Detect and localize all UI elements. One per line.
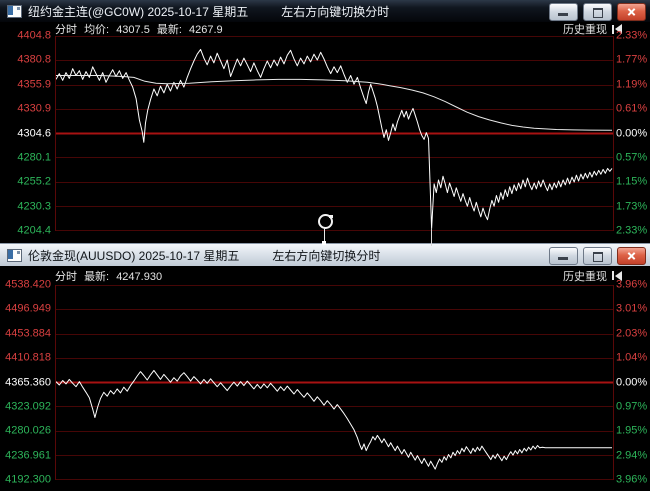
- axis-label: 4538.420: [5, 278, 51, 291]
- axis-label: 1.15%: [616, 175, 648, 188]
- axis-label: 3.96%: [616, 278, 648, 291]
- close-button[interactable]: [617, 247, 646, 265]
- minimize-icon: [558, 257, 568, 260]
- axis-label: 1.04%: [616, 351, 648, 364]
- skip-to-start-icon: [612, 270, 622, 281]
- axis-label: 0.00%: [616, 376, 648, 388]
- titlebar[interactable]: 纽约金主连(@GC0W) 2025-10-17 星期五 左右方向键切换分时: [0, 0, 650, 22]
- axis-label: 4236.961: [5, 449, 51, 462]
- app-window-icon: [7, 4, 22, 18]
- price-axis: 4404.8 4380.8 4355.9 4330.9 4304.6 4280.1 4255…: [0, 30, 51, 236]
- axis-label: 4453.884: [5, 327, 51, 340]
- intraday-chart[interactable]: [55, 36, 614, 231]
- skip-to-start-icon: [612, 24, 622, 34]
- last-label: 最新:: [84, 270, 110, 283]
- axis-label: 0.61%: [616, 102, 648, 115]
- titlebar[interactable]: 伦敦金现(AUUSDO) 2025-10-17 星期五 左右方向键切换分时: [0, 243, 650, 266]
- axis-label: 4323.092: [5, 400, 51, 413]
- axis-label: 4304.6: [17, 127, 51, 139]
- axis-label: 4230.3: [17, 200, 51, 213]
- window-title: 纽约金主连(@GC0W) 2025-10-17 星期五: [28, 4, 249, 19]
- last-value: 4267.9: [189, 24, 223, 36]
- last-value: 4247.930: [116, 270, 163, 283]
- axis-label: 2.33%: [616, 29, 648, 42]
- maximize-button[interactable]: [583, 247, 612, 265]
- axis-label: 4192.300: [5, 473, 51, 486]
- avg-label: 均价:: [84, 24, 110, 36]
- axis-label: 4355.9: [17, 78, 51, 91]
- close-button[interactable]: [617, 3, 646, 21]
- axis-label: 1.73%: [616, 200, 648, 213]
- maximize-icon: [593, 252, 603, 262]
- minimize-button[interactable]: [549, 247, 578, 265]
- percent-axis: 2.33% 1.77% 1.19% 0.61% 0.00% 0.57% 1.15% 1.73%…: [616, 30, 650, 236]
- axis-label: 4410.818: [5, 351, 51, 364]
- chart-header: 分时 最新: 4247.930 历史重现: [0, 266, 650, 285]
- axis-label: 4280.026: [5, 424, 51, 437]
- axis-label: 4255.2: [17, 175, 51, 188]
- axis-label: 4365.360: [5, 376, 51, 388]
- axis-label: 2.94%: [616, 449, 648, 462]
- axis-label: 2.03%: [616, 327, 648, 340]
- axis-label: 4204.4: [17, 224, 51, 237]
- axis-label: 4330.9: [17, 102, 51, 115]
- autoscroll-origin-icon: [317, 214, 333, 246]
- axis-label: 0.00%: [616, 127, 648, 139]
- minimize-button[interactable]: [549, 3, 578, 21]
- axis-label: 4280.1: [17, 151, 51, 164]
- last-label: 最新:: [156, 24, 182, 36]
- maximize-icon: [593, 8, 603, 18]
- price-axis: 4538.420 4496.949 4453.884 4410.818 4365.360…: [0, 279, 51, 485]
- window-ny-gold: 纽约金主连(@GC0W) 2025-10-17 星期五 左右方向键切换分时 分时…: [0, 0, 650, 240]
- window-title: 伦敦金现(AUUSDO) 2025-10-17 星期五: [28, 248, 240, 263]
- axis-label: 1.77%: [616, 53, 648, 66]
- chart-header: 分时 均价: 4307.5 最新: 4267.9 历史重现: [0, 22, 650, 36]
- axis-label: 4496.949: [5, 302, 51, 315]
- axis-label: 2.33%: [616, 224, 648, 237]
- percent-axis: 3.96% 3.01% 2.03% 1.04% 0.00% 0.97% 1.95% 2.94%…: [616, 279, 650, 485]
- mode-label: 分时: [55, 270, 77, 283]
- window-title-hint: 左右方向键切换分时: [281, 4, 390, 19]
- history-replay-button[interactable]: 历史重现: [563, 268, 622, 284]
- history-replay-button[interactable]: 历史重现: [563, 21, 622, 37]
- axis-label: 4404.8: [17, 29, 51, 42]
- app-window-icon: [7, 248, 22, 262]
- axis-label: 1.19%: [616, 78, 648, 91]
- axis-label: 1.95%: [616, 424, 648, 437]
- window-london-gold: 伦敦金现(AUUSDO) 2025-10-17 星期五 左右方向键切换分时 分时…: [0, 240, 650, 491]
- maximize-button[interactable]: [583, 3, 612, 21]
- axis-label: 3.96%: [616, 473, 648, 486]
- minimize-icon: [558, 13, 568, 16]
- time-axis-tick: [431, 229, 432, 246]
- history-replay-label: 历史重现: [563, 24, 607, 36]
- axis-label: 0.57%: [616, 151, 648, 164]
- axis-label: 0.97%: [616, 400, 648, 413]
- history-replay-label: 历史重现: [563, 270, 607, 283]
- axis-label: 4380.8: [17, 53, 51, 66]
- avg-value: 4307.5: [116, 24, 150, 36]
- mode-label: 分时: [55, 24, 77, 36]
- axis-label: 3.01%: [616, 302, 648, 315]
- intraday-chart[interactable]: [55, 285, 614, 480]
- window-title-hint: 左右方向键切换分时: [272, 248, 381, 263]
